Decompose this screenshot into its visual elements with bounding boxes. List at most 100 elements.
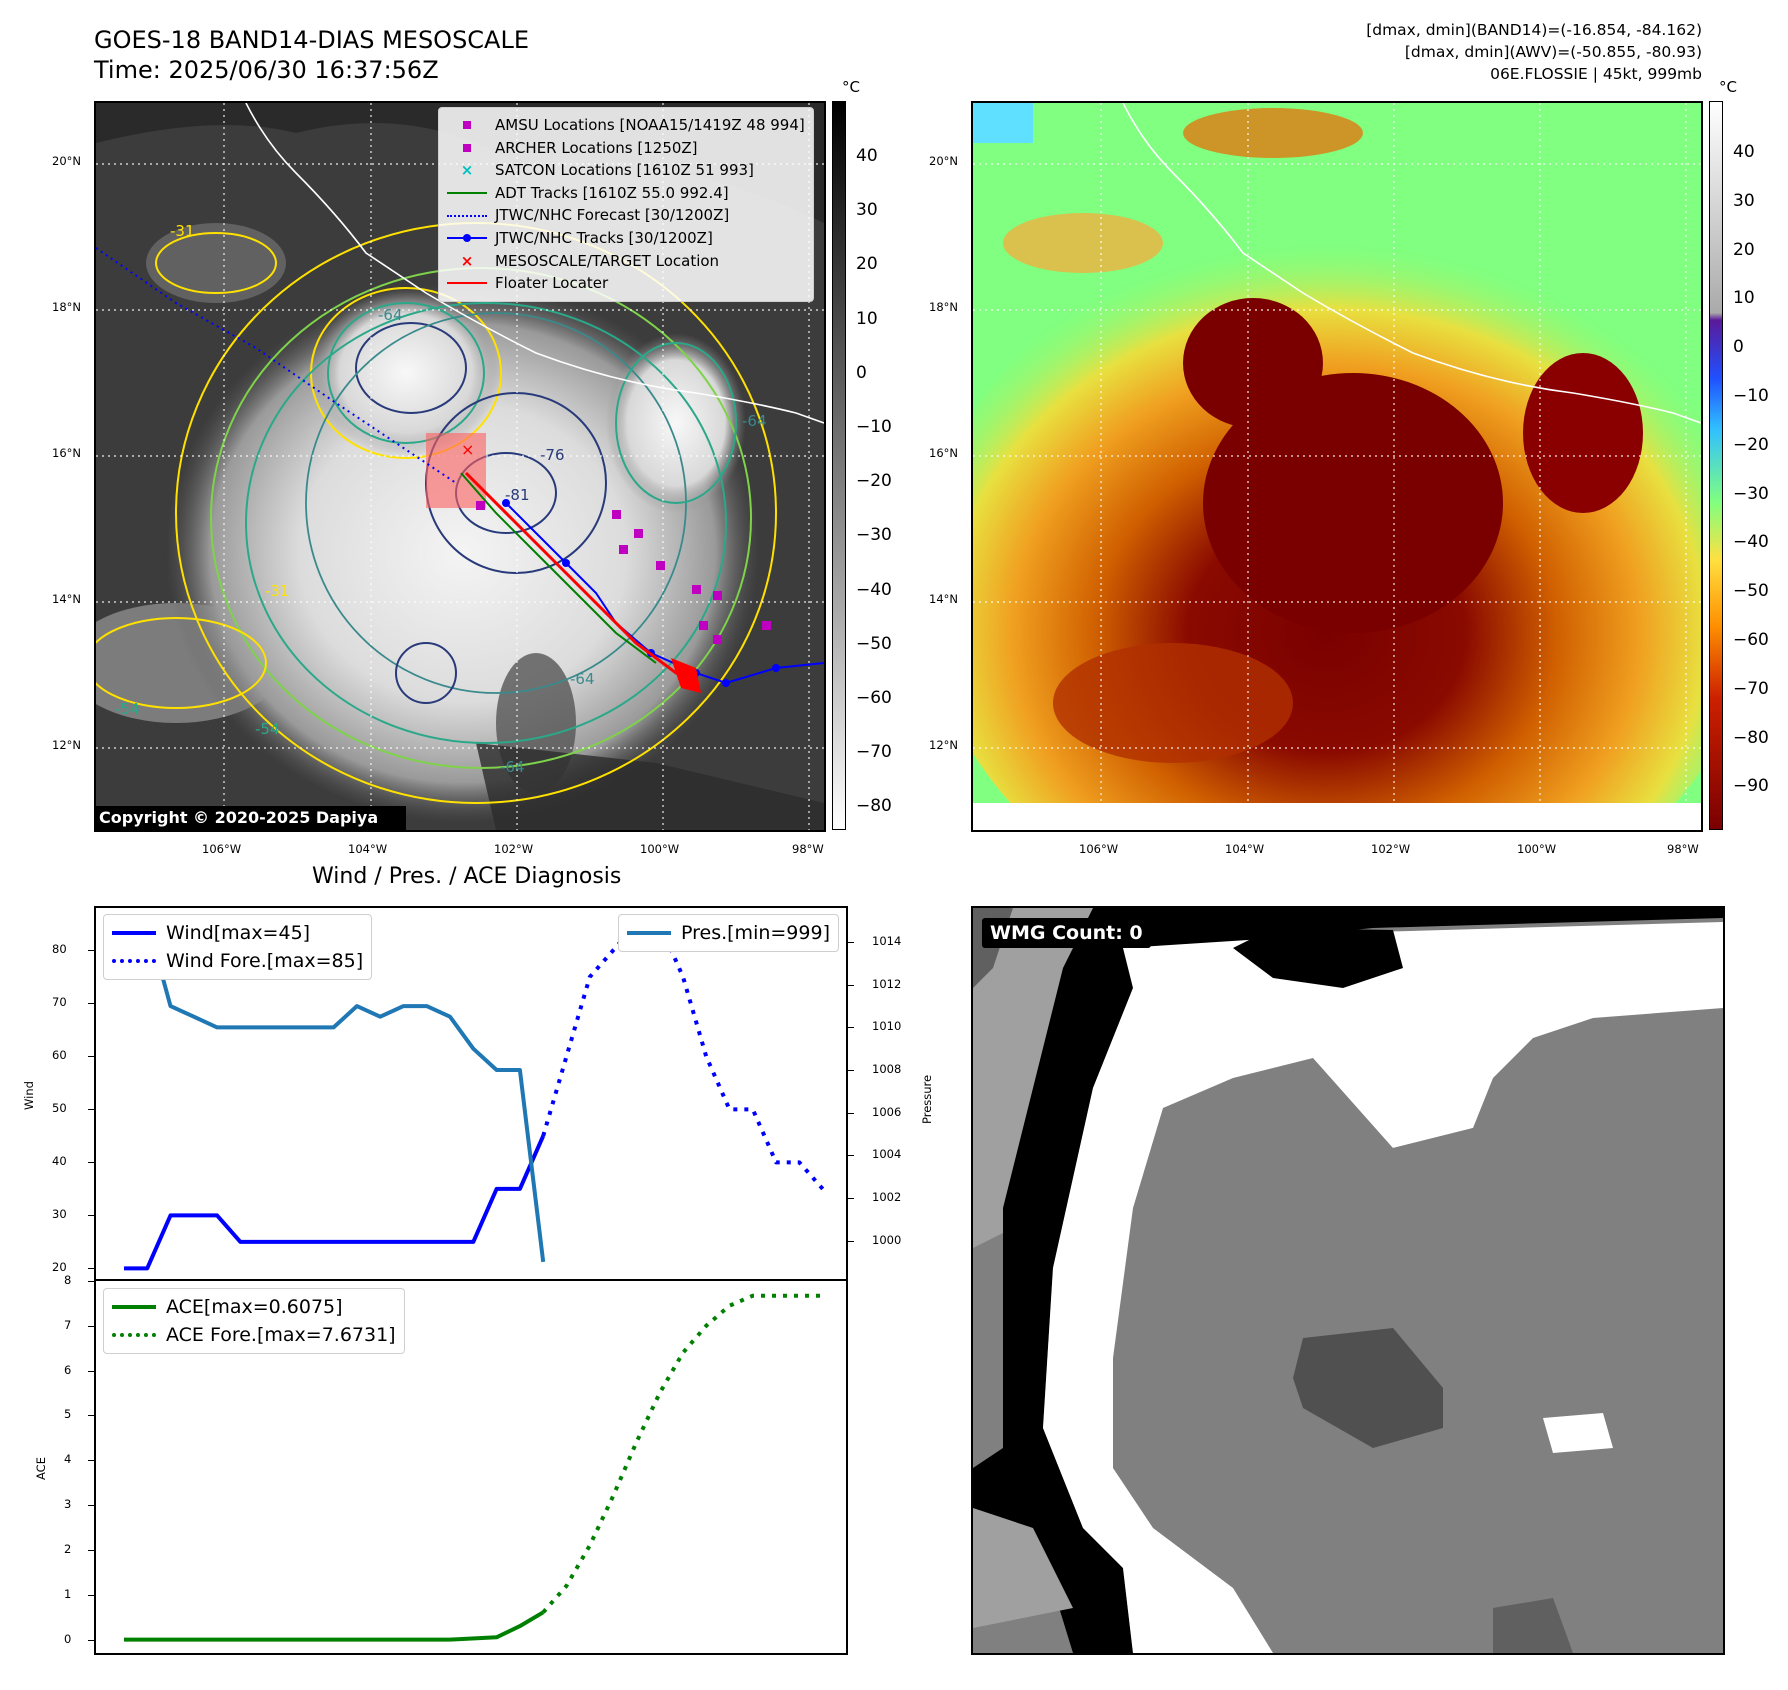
ace-tick-label: 1 (64, 1586, 72, 1601)
colorbar-tick-label: −10 (856, 417, 892, 437)
pressure-tick-mark (848, 1070, 854, 1072)
wind-tick-label: 60 (52, 1048, 67, 1063)
lon-label: 100°W (1517, 842, 1557, 856)
legend-label: ACE Fore.[max=7.6731] (166, 1324, 396, 1346)
contour-label: -54 (255, 720, 280, 738)
contour-label: -64 (570, 670, 595, 688)
legend-item-archer: ARCHER Locations [1250Z] (447, 137, 805, 160)
dotted-line-icon (447, 210, 487, 222)
ace-tick-mark (88, 1325, 94, 1327)
colorbar-tick-label: −20 (856, 471, 892, 492)
ace-chart (124, 1293, 823, 1642)
ace-tick-label: 6 (64, 1362, 72, 1377)
figure-time: Time: 2025/06/30 16:37:56Z (94, 56, 439, 84)
ace-tick-mark (88, 1505, 94, 1507)
lon-label: 104°W (348, 842, 388, 856)
wind-tick-mark (88, 1215, 94, 1217)
line-marker-icon (447, 187, 487, 199)
pressure-tick-label: 1000 (872, 1232, 902, 1247)
ace-plot (94, 1279, 848, 1655)
wind-tick-label: 40 (52, 1154, 67, 1169)
line-dot-marker-icon (447, 232, 487, 244)
colorbar-left (832, 101, 846, 830)
ace-tick-label: 4 (64, 1452, 72, 1467)
wmg-count-badge: WMG Count: 0 (982, 918, 1151, 948)
lat-label: 20°N (929, 154, 958, 168)
pressure-tick-label: 1006 (872, 1104, 902, 1119)
wmg-panel (971, 906, 1725, 1655)
legend-item-wind-fore: Wind Fore.[max=85] (112, 947, 363, 975)
pressure-tick-mark (848, 984, 854, 986)
legend-label: ACE[max=0.6075] (166, 1296, 343, 1318)
colorbar-right (1709, 101, 1723, 830)
legend-label: ADT Tracks [1610Z 55.0 992.4] (495, 183, 729, 202)
series-line-ace-forecast (541, 1293, 823, 1614)
contour-label: -76 (540, 446, 565, 464)
legend-item-floater: Floater Locater (447, 272, 805, 295)
wind-tick-label: 70 (52, 995, 67, 1010)
colorbar-tick-label: −30 (1733, 483, 1769, 504)
colorbar-tick-label: 10 (856, 308, 878, 329)
legend-item-adt: ADT Tracks [1610Z 55.0 992.4] (447, 182, 805, 205)
ace-legend: ACE[max=0.6075] ACE Fore.[max=7.6731] (103, 1288, 405, 1354)
legend-label: SATCON Locations [1610Z 51 993] (495, 161, 754, 180)
legend-label: JTWC/NHC Tracks [30/1200Z] (495, 228, 713, 247)
square-marker-icon (447, 142, 487, 154)
pressure-tick-mark (848, 1155, 854, 1157)
wind-tick-label: 80 (52, 942, 67, 957)
lat-label: 14°N (929, 592, 958, 606)
ace-tick-label: 0 (64, 1631, 72, 1646)
legend-label: JTWC/NHC Forecast [30/1200Z] (495, 206, 730, 225)
series-line-wind-forecast (541, 921, 825, 1191)
legend-item-amsu: AMSU Locations [NOAA15/1419Z 48 994] (447, 114, 805, 137)
legend-label: Pres.[min=999] (681, 922, 830, 944)
ace-tick-mark (88, 1460, 94, 1462)
ace-tick-label: 3 (64, 1497, 72, 1512)
lat-label: 18°N (52, 300, 81, 314)
colorbar-tick-label: −40 (856, 579, 892, 600)
lat-label: 18°N (929, 300, 958, 314)
colorbar-tick-label: −70 (856, 742, 892, 763)
contour-label: -64 (742, 412, 767, 430)
colorbar-unit: °C (842, 78, 860, 96)
legend-item-ace: ACE[max=0.6075] (112, 1293, 396, 1321)
solid-line-icon (112, 1305, 156, 1309)
wind-tick-mark (88, 1003, 94, 1005)
legend-label: Wind[max=45] (166, 922, 311, 944)
ace-tick-mark (88, 1549, 94, 1551)
ace-tick-mark (88, 1415, 94, 1417)
contour-label: -31 (265, 582, 290, 600)
svg-text:×: × (461, 440, 474, 459)
colorbar-tick-label: 20 (1733, 239, 1755, 260)
diagnosis-title: Wind / Pres. / ACE Diagnosis (312, 864, 622, 889)
ace-axis-label: ACE (34, 1457, 48, 1480)
storm-info: 06E.FLOSSIE | 45kt, 999mb (1490, 65, 1702, 83)
colorbar-tick-label: −60 (1733, 630, 1769, 650)
lon-label: 98°W (1667, 842, 1699, 856)
wind-legend: Wind[max=45] Wind Fore.[max=85] (103, 914, 373, 980)
ir-map-image: × (96, 103, 824, 830)
pressure-axis-label: Pressure (920, 1074, 934, 1124)
lon-label: 106°W (202, 842, 242, 856)
pressure-tick-label: 1004 (872, 1147, 902, 1162)
legend-item-ace-fore: ACE Fore.[max=7.6731] (112, 1321, 396, 1349)
wind-tick-label: 20 (52, 1260, 67, 1275)
colorbar-tick-label: 10 (1733, 288, 1755, 309)
lon-label: 106°W (1079, 842, 1119, 856)
figure-title: GOES-18 BAND14-DIAS MESOSCALE (94, 26, 530, 54)
colorbar-tick-label: −30 (856, 525, 892, 546)
series-line-ace (124, 1610, 545, 1642)
pressure-legend: Pres.[min=999] (618, 914, 839, 952)
series-line-pressure (124, 918, 546, 1263)
ace-tick-label: 5 (64, 1407, 72, 1422)
square-marker-icon (447, 119, 487, 131)
colorbar-tick-label: 0 (856, 362, 867, 383)
colorbar-tick-label: −90 (1733, 776, 1769, 797)
lon-label: 100°W (640, 842, 680, 856)
lat-label: 12°N (929, 738, 958, 752)
colorbar-tick-label: −60 (856, 688, 892, 708)
wind-tick-mark (88, 1056, 94, 1058)
colorbar-tick-label: 30 (1733, 190, 1755, 211)
x-marker-icon: × (460, 161, 474, 180)
awv-map-image (973, 103, 1701, 830)
